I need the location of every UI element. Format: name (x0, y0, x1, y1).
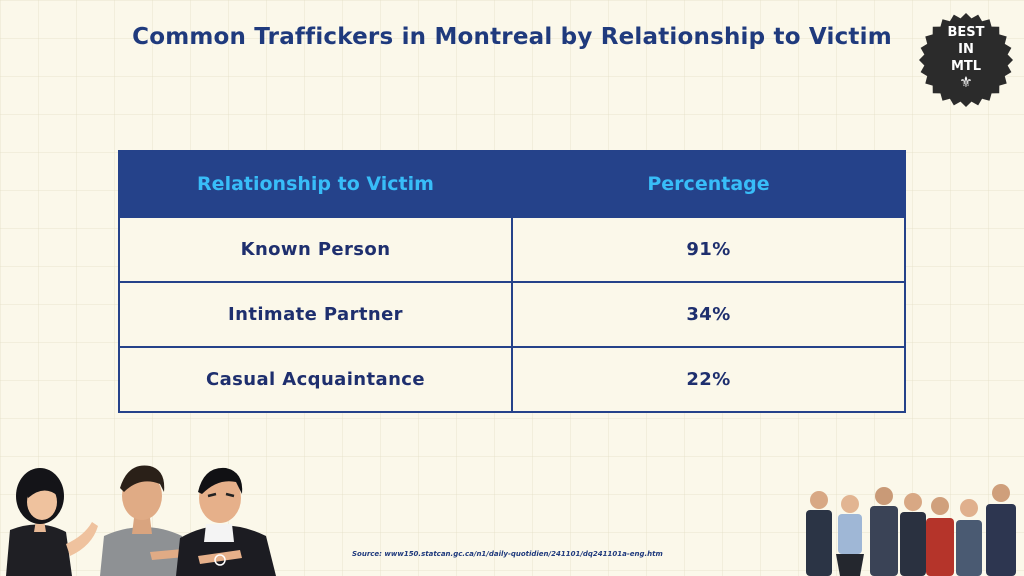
woman-figure (6, 468, 98, 576)
business-group-illustration-right (806, 484, 1016, 576)
source-citation: Source: www150.statcan.gc.ca/n1/daily-qu… (352, 550, 663, 558)
business-person-figure (956, 499, 982, 576)
relationship-cell: Intimate Partner (118, 281, 513, 348)
percentage-cell: 34% (511, 281, 906, 348)
relationship-table: Relationship to Victim Percentage Known … (118, 150, 906, 413)
badge-line-mtl: MTL (950, 59, 982, 74)
business-person-figure (806, 491, 832, 576)
percentage-cell: 91% (511, 216, 906, 283)
column-header-relationship: Relationship to Victim (118, 150, 513, 218)
business-person-figure (926, 497, 954, 576)
badge-text: BEST IN MTL (918, 24, 1014, 75)
business-person-figure (900, 493, 926, 576)
column-header-percentage: Percentage (511, 150, 906, 218)
business-person-figure (870, 487, 898, 576)
fleur-de-lis-icon: ⚜ (959, 73, 973, 91)
badge-line-best: BEST (947, 25, 985, 40)
business-person-figure (986, 484, 1016, 576)
table-row: Known Person 91% (118, 216, 906, 283)
percentage-cell: 22% (511, 346, 906, 413)
best-in-mtl-badge (919, 13, 1013, 107)
badge-line-in: IN (958, 42, 974, 57)
business-person-figure (836, 495, 864, 576)
people-illustration-left (6, 465, 276, 576)
page-title: Common Traffickers in Montreal by Relati… (132, 24, 892, 50)
table-row: Casual Acquaintance 22% (118, 346, 906, 413)
table-header-row: Relationship to Victim Percentage (118, 150, 906, 218)
relationship-cell: Casual Acquaintance (118, 346, 513, 413)
table-row: Intimate Partner 34% (118, 281, 906, 348)
man-hoodie-figure (176, 467, 276, 576)
relationship-cell: Known Person (118, 216, 513, 283)
